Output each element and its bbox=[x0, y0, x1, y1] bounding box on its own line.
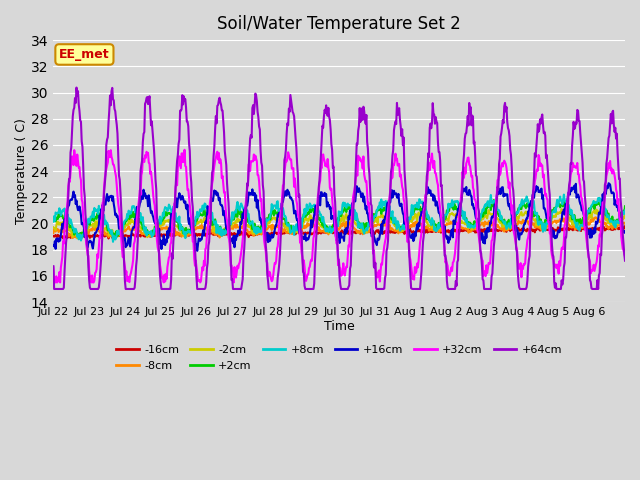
+2cm bbox=[431, 221, 439, 227]
+8cm bbox=[560, 192, 568, 197]
Line: -2cm: -2cm bbox=[53, 209, 625, 239]
+16cm bbox=[223, 226, 230, 231]
+16cm bbox=[399, 211, 407, 216]
+64cm bbox=[432, 114, 440, 120]
-2cm bbox=[558, 206, 566, 212]
+16cm bbox=[116, 226, 124, 231]
+2cm bbox=[621, 204, 629, 209]
+32cm bbox=[432, 170, 440, 176]
-8cm bbox=[74, 235, 82, 241]
+64cm bbox=[273, 286, 281, 292]
+8cm bbox=[251, 229, 259, 235]
+2cm bbox=[49, 217, 57, 223]
Line: +8cm: +8cm bbox=[53, 194, 625, 242]
+16cm bbox=[49, 242, 57, 248]
Legend: -16cm, -8cm, -2cm, +2cm, +8cm, +16cm, +32cm, +64cm: -16cm, -8cm, -2cm, +2cm, +8cm, +16cm, +3… bbox=[112, 341, 566, 375]
+8cm bbox=[49, 219, 57, 225]
-16cm bbox=[399, 229, 407, 235]
+8cm bbox=[399, 222, 407, 228]
+16cm bbox=[431, 196, 439, 202]
-16cm bbox=[621, 224, 629, 229]
+2cm bbox=[399, 226, 407, 231]
+32cm bbox=[117, 235, 125, 241]
+32cm bbox=[180, 147, 188, 153]
+2cm bbox=[117, 228, 125, 234]
-16cm bbox=[117, 232, 125, 238]
Text: EE_met: EE_met bbox=[59, 48, 109, 61]
Line: -16cm: -16cm bbox=[53, 226, 625, 239]
+32cm bbox=[400, 196, 408, 202]
+16cm bbox=[605, 180, 612, 186]
+32cm bbox=[52, 279, 60, 285]
-2cm bbox=[117, 226, 125, 231]
+16cm bbox=[193, 248, 201, 254]
-2cm bbox=[621, 212, 629, 218]
-2cm bbox=[74, 236, 81, 241]
+2cm bbox=[560, 197, 568, 203]
+8cm bbox=[273, 206, 280, 212]
+32cm bbox=[273, 246, 281, 252]
+64cm bbox=[252, 91, 259, 96]
+64cm bbox=[49, 264, 57, 269]
+16cm bbox=[273, 223, 280, 228]
+2cm bbox=[251, 221, 259, 227]
-8cm bbox=[223, 228, 230, 234]
Line: -8cm: -8cm bbox=[53, 217, 625, 238]
+8cm bbox=[223, 224, 230, 230]
+32cm bbox=[49, 264, 57, 270]
Y-axis label: Temperature ( C): Temperature ( C) bbox=[15, 118, 28, 224]
+8cm bbox=[431, 224, 439, 230]
+64cm bbox=[223, 180, 231, 186]
Line: +64cm: +64cm bbox=[53, 87, 625, 289]
-2cm bbox=[399, 225, 407, 230]
+2cm bbox=[273, 211, 280, 216]
-8cm bbox=[251, 231, 259, 237]
-2cm bbox=[251, 228, 259, 234]
-8cm bbox=[588, 215, 596, 220]
Line: +32cm: +32cm bbox=[53, 150, 625, 282]
+8cm bbox=[117, 228, 125, 233]
-2cm bbox=[223, 228, 230, 233]
Line: +2cm: +2cm bbox=[53, 200, 625, 237]
X-axis label: Time: Time bbox=[324, 320, 355, 333]
+64cm bbox=[51, 286, 58, 292]
-16cm bbox=[49, 233, 57, 239]
-16cm bbox=[273, 230, 280, 236]
+64cm bbox=[73, 84, 81, 90]
+64cm bbox=[621, 258, 629, 264]
-8cm bbox=[117, 229, 125, 235]
-8cm bbox=[399, 228, 407, 234]
+16cm bbox=[251, 190, 259, 196]
-8cm bbox=[49, 230, 57, 236]
+8cm bbox=[621, 207, 629, 213]
Title: Soil/Water Temperature Set 2: Soil/Water Temperature Set 2 bbox=[218, 15, 461, 33]
+8cm bbox=[109, 239, 117, 245]
-2cm bbox=[49, 225, 57, 230]
Line: +16cm: +16cm bbox=[53, 183, 625, 251]
+64cm bbox=[118, 223, 126, 229]
+64cm bbox=[400, 134, 408, 140]
-8cm bbox=[621, 221, 629, 227]
-16cm bbox=[431, 228, 439, 234]
-8cm bbox=[431, 228, 439, 234]
+16cm bbox=[621, 228, 629, 234]
-2cm bbox=[431, 226, 439, 231]
+32cm bbox=[252, 153, 259, 158]
+2cm bbox=[79, 234, 87, 240]
+32cm bbox=[621, 253, 629, 259]
-8cm bbox=[273, 222, 280, 228]
-16cm bbox=[105, 236, 113, 241]
+2cm bbox=[223, 224, 230, 229]
+32cm bbox=[223, 218, 231, 224]
-16cm bbox=[223, 231, 230, 237]
-2cm bbox=[273, 216, 280, 221]
-16cm bbox=[618, 223, 625, 228]
-16cm bbox=[251, 229, 259, 235]
